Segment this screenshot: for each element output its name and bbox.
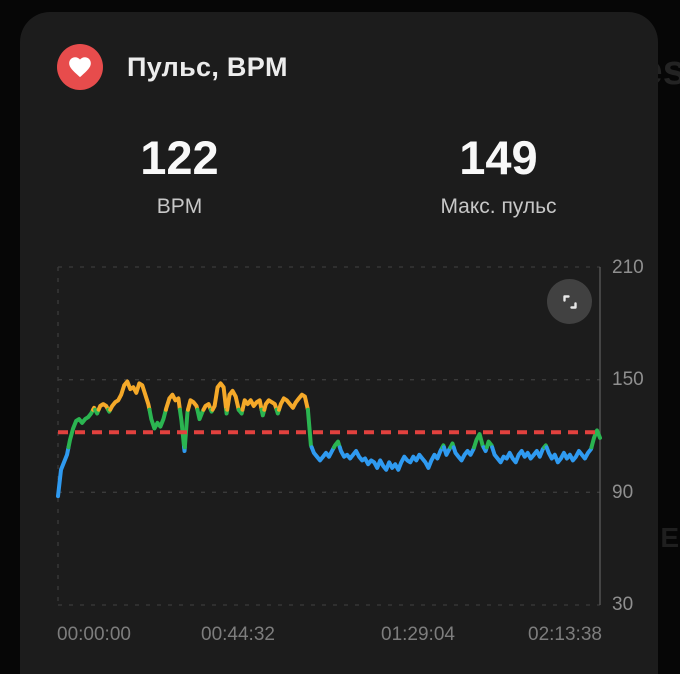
heart-rate-line-segment	[262, 398, 279, 412]
stat-max-bpm: 149 Макс. пульс	[339, 132, 658, 219]
heart-rate-line-segment	[332, 439, 342, 450]
heart-rate-line-segment	[472, 432, 486, 450]
heart-rate-line-segment	[56, 445, 71, 499]
card-header: Пульс, BPM	[57, 44, 288, 90]
heart-rate-line-segment	[182, 407, 190, 450]
x-axis-label-2: 00:44:32	[201, 624, 275, 645]
current-bpm-label: BPM	[156, 194, 203, 218]
heart-rate-line-segment	[177, 407, 187, 450]
metric-title: Пульс, BPM	[127, 51, 288, 82]
expand-chart-button[interactable]	[547, 279, 592, 324]
heart-rate-line-segment	[66, 407, 96, 450]
expand-icon	[562, 294, 577, 309]
heart-rate-line-segment	[240, 398, 264, 412]
x-axis-label-start: 00:00:00	[57, 624, 131, 645]
y-axis-label-150: 150	[612, 369, 644, 390]
max-bpm-label: Макс. пульс	[440, 194, 557, 218]
heart-rate-line-segment	[147, 407, 168, 431]
x-axis-label-end: 02:13:38	[528, 624, 602, 645]
heart-rate-line-segment	[337, 445, 445, 472]
heart-rate-line-segment	[305, 407, 314, 450]
stat-current-bpm: 122 BPM	[20, 132, 339, 219]
heart-rate-line-segment	[210, 381, 229, 412]
heart-rate-line-segment	[186, 398, 200, 412]
y-axis-label-210: 210	[612, 257, 644, 278]
heart-rate-line-segment	[544, 445, 594, 465]
current-bpm-value: 122	[140, 131, 219, 184]
heart-rate-line-segment	[163, 392, 182, 412]
heart-rate-line-segment	[277, 392, 310, 412]
y-axis-label-90: 90	[612, 482, 634, 503]
heart-rate-line-segment	[451, 445, 477, 463]
background-watermark-fragment: E	[660, 522, 679, 553]
y-axis-label-30: 30	[612, 594, 634, 615]
stats-row: 122 BPM 149 Макс. пульс	[20, 132, 658, 219]
heart-rate-line-segment	[108, 379, 152, 412]
heart-rate-card: Пульс, BPM 122 BPM 149 Макс. пульс 210 1…	[20, 12, 658, 674]
heart-icon	[69, 57, 91, 78]
x-axis-label-3: 01:29:04	[381, 624, 455, 645]
heart-rate-line-segment	[225, 388, 241, 412]
max-bpm-value: 149	[459, 131, 538, 184]
heart-rate-chart	[56, 266, 602, 606]
heart-rate-line-segment	[201, 402, 213, 412]
heart-rate-line-segment	[96, 402, 111, 412]
heart-badge	[57, 44, 103, 90]
heart-rate-line-segment	[589, 428, 602, 450]
heart-rate-line-segment	[490, 445, 547, 465]
heart-rate-plot	[56, 266, 602, 606]
heart-rate-line-segment	[309, 445, 336, 463]
